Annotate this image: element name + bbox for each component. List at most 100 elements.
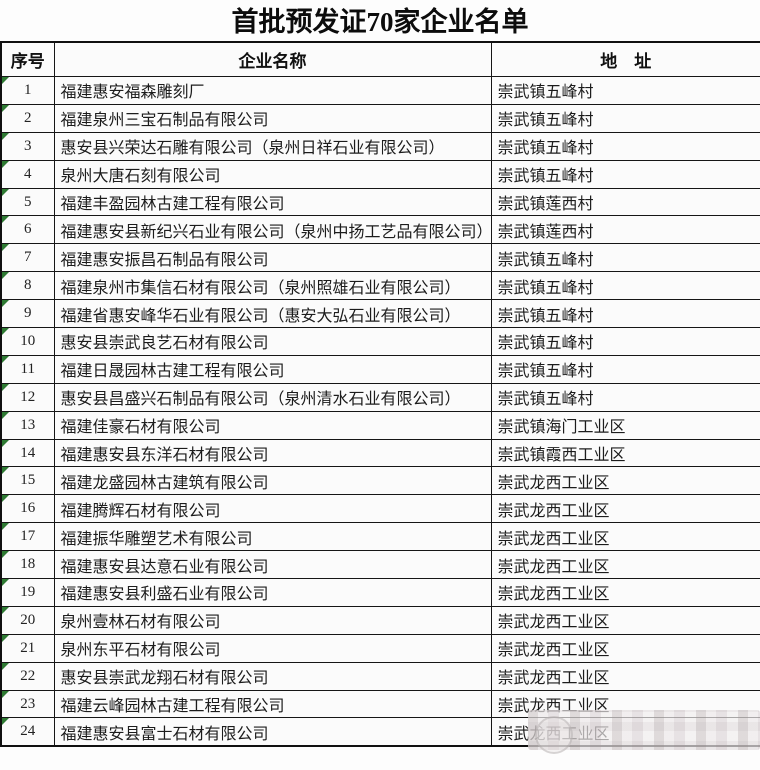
serial-number-cell: 16 xyxy=(0,494,55,524)
excel-error-triangle-icon xyxy=(2,607,9,614)
excel-error-triangle-icon xyxy=(2,691,9,698)
header-serial-number: 序号 xyxy=(0,41,55,77)
serial-number-cell: 15 xyxy=(0,466,55,496)
table-row: 16 福建腾辉石材有限公司 崇武龙西工业区 xyxy=(0,494,760,524)
company-address: 崇武镇五峰村 xyxy=(490,159,760,189)
company-address: 崇武镇五峰村 xyxy=(490,243,760,273)
table-row: 15 福建龙盛园林古建筑有限公司 崇武龙西工业区 xyxy=(0,466,760,496)
table-row: 1 福建惠安福森雕刻厂 崇武镇五峰村 xyxy=(0,76,760,105)
company-address: 崇武镇五峰村 xyxy=(490,299,760,329)
row-number: 7 xyxy=(24,249,32,266)
table-row: 4 泉州大唐石刻有限公司 崇武镇五峰村 xyxy=(0,159,760,189)
company-name: 福建惠安振昌石制品有限公司 xyxy=(53,243,492,273)
company-name: 福建振华雕塑艺术有限公司 xyxy=(53,522,492,552)
excel-error-triangle-icon xyxy=(2,77,9,84)
company-name: 福建腾辉石材有限公司 xyxy=(53,494,492,524)
table-row: 13 福建佳豪石材有限公司 崇武镇海门工业区 xyxy=(0,410,760,440)
header-company-name: 企业名称 xyxy=(53,41,492,77)
excel-error-triangle-icon xyxy=(2,467,9,475)
excel-error-triangle-icon xyxy=(2,105,9,112)
company-address: 崇武龙西工业区 xyxy=(490,717,760,747)
excel-error-triangle-icon xyxy=(2,718,9,726)
company-table: 序号 企业名称 地 址 1 福建惠安福森雕刻厂 崇武镇五峰村 2 福建泉州三宝石… xyxy=(0,41,760,748)
page-title: 首批预发证70家企业名单 xyxy=(231,7,529,37)
table-row: 9 福建省惠安峰华石业有限公司（惠安大弘石业有限公司） 崇武镇五峰村 xyxy=(0,299,760,329)
table-row: 24 福建惠安县富士石材有限公司 崇武龙西工业区 xyxy=(0,717,760,747)
row-number: 13 xyxy=(20,416,36,433)
row-number: 16 xyxy=(20,500,36,517)
row-number: 17 xyxy=(20,528,36,545)
serial-number-cell: 13 xyxy=(0,410,55,440)
row-number: 11 xyxy=(20,360,35,377)
row-number: 23 xyxy=(20,695,36,712)
company-name: 福建惠安县富士石材有限公司 xyxy=(53,717,492,747)
company-address: 崇武龙西工业区 xyxy=(490,578,760,607)
row-number: 22 xyxy=(20,667,36,684)
serial-number-cell: 3 xyxy=(0,131,55,161)
company-address: 崇武镇莲西村 xyxy=(490,187,760,217)
table-row: 2 福建泉州三宝石制品有限公司 崇武镇五峰村 xyxy=(0,103,760,133)
excel-error-triangle-icon xyxy=(2,300,9,308)
excel-error-triangle-icon xyxy=(2,356,9,363)
table-row: 17 福建振华雕塑艺术有限公司 崇武龙西工业区 xyxy=(0,522,760,552)
serial-number-cell: 10 xyxy=(0,327,55,356)
row-number: 10 xyxy=(20,332,36,349)
company-address: 崇武镇莲西村 xyxy=(490,215,760,245)
table-row: 6 福建惠安县新纪兴石业有限公司（泉州中扬工艺品有限公司） 崇武镇莲西村 xyxy=(0,215,760,245)
excel-error-triangle-icon xyxy=(2,161,9,168)
serial-number-cell: 14 xyxy=(0,438,55,468)
serial-number-cell: 23 xyxy=(0,689,55,719)
company-address: 崇武龙西工业区 xyxy=(490,633,760,663)
table-row: 7 福建惠安振昌石制品有限公司 崇武镇五峰村 xyxy=(0,243,760,273)
company-address: 崇武龙西工业区 xyxy=(490,550,760,580)
serial-number-cell: 20 xyxy=(0,605,55,635)
company-name: 泉州东平石材有限公司 xyxy=(53,633,492,663)
table-row: 12 惠安县昌盛兴石制品有限公司（泉州清水石业有限公司） 崇武镇五峰村 xyxy=(0,382,760,412)
table-row: 3 惠安县兴荣达石雕有限公司（泉州日祥石业有限公司） 崇武镇五峰村 xyxy=(0,131,760,161)
serial-number-cell: 19 xyxy=(0,578,55,607)
table-row: 23 福建云峰园林古建工程有限公司 崇武龙西工业区 xyxy=(0,689,760,719)
row-number: 24 xyxy=(20,723,36,740)
table-row: 5 福建丰盈园林古建工程有限公司 崇武镇莲西村 xyxy=(0,187,760,217)
company-name: 福建惠安县达意石业有限公司 xyxy=(53,550,492,580)
serial-number-cell: 8 xyxy=(0,271,55,301)
row-number: 19 xyxy=(20,583,36,600)
excel-error-triangle-icon xyxy=(2,328,9,336)
excel-error-triangle-icon xyxy=(2,384,9,391)
company-address: 崇武龙西工业区 xyxy=(490,522,760,552)
excel-error-triangle-icon xyxy=(2,412,9,419)
excel-error-triangle-icon xyxy=(2,272,9,280)
company-name: 惠安县崇武龙翔石材有限公司 xyxy=(53,661,492,691)
serial-number-cell: 6 xyxy=(0,215,55,245)
company-address: 崇武镇五峰村 xyxy=(490,76,760,105)
row-number: 14 xyxy=(20,444,36,461)
company-name: 福建佳豪石材有限公司 xyxy=(53,410,492,440)
excel-error-triangle-icon xyxy=(2,133,9,140)
company-name: 福建惠安县利盛石业有限公司 xyxy=(53,578,492,607)
company-address: 崇武镇霞西工业区 xyxy=(490,438,760,468)
row-number: 2 xyxy=(24,109,32,126)
excel-error-triangle-icon xyxy=(2,216,9,224)
excel-error-triangle-icon xyxy=(2,551,9,559)
company-address: 崇武镇五峰村 xyxy=(490,131,760,161)
serial-number-cell: 24 xyxy=(0,717,55,747)
company-address: 崇武龙西工业区 xyxy=(490,661,760,691)
company-name: 泉州大唐石刻有限公司 xyxy=(53,159,492,189)
row-number: 3 xyxy=(24,137,32,154)
row-number: 5 xyxy=(24,193,32,210)
company-address: 崇武镇五峰村 xyxy=(490,327,760,356)
serial-number-cell: 12 xyxy=(0,382,55,412)
table-row: 18 福建惠安县达意石业有限公司 崇武龙西工业区 xyxy=(0,550,760,580)
table-row: 11 福建日晟园林古建工程有限公司 崇武镇五峰村 xyxy=(0,354,760,384)
company-name: 福建省惠安峰华石业有限公司（惠安大弘石业有限公司） xyxy=(53,299,492,329)
excel-error-triangle-icon xyxy=(2,495,9,503)
company-name: 惠安县崇武良艺石材有限公司 xyxy=(53,327,492,356)
excel-error-triangle-icon xyxy=(2,635,9,642)
company-address: 崇武镇五峰村 xyxy=(490,382,760,412)
row-number: 8 xyxy=(24,277,32,294)
table-header-row: 序号 企业名称 地 址 xyxy=(0,41,760,77)
table-row: 20 泉州壹林石材有限公司 崇武龙西工业区 xyxy=(0,605,760,635)
serial-number-cell: 4 xyxy=(0,159,55,189)
table-row: 21 泉州东平石材有限公司 崇武龙西工业区 xyxy=(0,633,760,663)
row-number: 12 xyxy=(20,388,36,405)
